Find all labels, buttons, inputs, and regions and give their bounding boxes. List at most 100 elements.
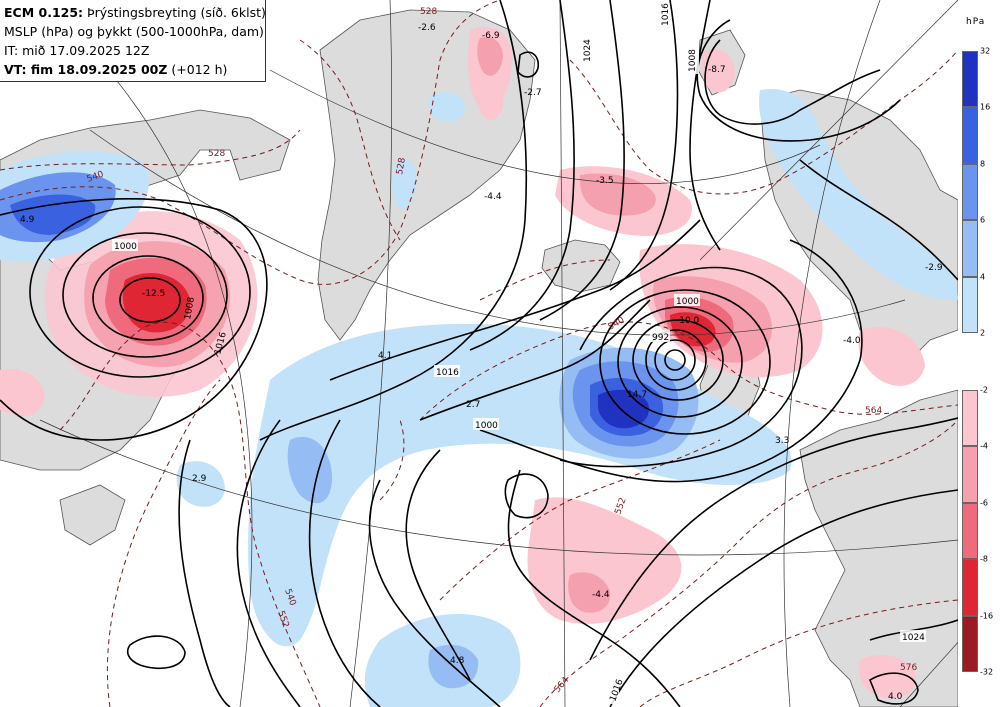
title-line: ECM 0.125: Þrýstingsbreyting (síð. 6klst… bbox=[4, 3, 266, 22]
change-label: 4.9 bbox=[20, 215, 35, 225]
colorbar-rise-segment bbox=[962, 163, 978, 221]
land-newfoundland bbox=[59, 484, 126, 546]
weather-map: 1000 1016 1000 1000 992 1024 1008 1016 1… bbox=[0, 0, 958, 707]
colorbar-rise-tick-label: 32 bbox=[980, 46, 991, 56]
thickness-label: 564 bbox=[865, 406, 882, 416]
colorbar-fall-segment bbox=[962, 502, 978, 560]
rise-zone-greenland-1 bbox=[428, 92, 465, 122]
pressure-change-shading bbox=[0, 27, 958, 707]
colorbar-rise-segment bbox=[962, 220, 978, 277]
isobar-labrador-low-2 bbox=[92, 255, 204, 341]
isobar-scandi bbox=[799, 159, 958, 281]
isobar-label: 1000 bbox=[114, 242, 137, 252]
change-label: 4.0 bbox=[888, 692, 903, 702]
isobar-small-closed bbox=[126, 635, 186, 669]
isobar-labels: 1000 1016 1000 1000 992 1024 1008 1016 1… bbox=[112, 3, 926, 704]
isobar-greenland-5 bbox=[689, 0, 721, 251]
thickness-label: 528 bbox=[420, 7, 437, 17]
isobar-labrador-outer bbox=[0, 198, 268, 441]
colorbar-fall-tick-label: -4 bbox=[980, 441, 988, 451]
isobar-labrador-low-4 bbox=[29, 206, 251, 378]
isobar-norsea-low-2 bbox=[654, 339, 696, 381]
isobar-label: 1024 bbox=[902, 633, 925, 643]
isobar-south-2 bbox=[368, 479, 501, 707]
isobar-south-3 bbox=[405, 449, 471, 681]
rise-zone-mid-1 bbox=[287, 436, 333, 504]
change-label: 4.8 bbox=[450, 656, 465, 666]
isobar-south-4 bbox=[589, 417, 958, 661]
colorbar-rise-segment bbox=[962, 51, 978, 108]
isobar-greenland-3 bbox=[539, 0, 625, 321]
isobar-1016-mid bbox=[329, 219, 701, 381]
isobar-south-1 bbox=[507, 469, 681, 707]
colorbar-fall-tick-label: -16 bbox=[980, 611, 994, 621]
isobar-label: 1000 bbox=[676, 297, 699, 307]
change-label: -12.5 bbox=[142, 289, 165, 299]
valid-time: VT: fim 18.09.2025 00Z bbox=[4, 62, 168, 77]
colorbar-fall-tick-label: -2 bbox=[980, 385, 988, 395]
change-label: 2.9 bbox=[192, 474, 207, 484]
isobar-norsea-outer-1 bbox=[559, 266, 803, 468]
isobar-norsea-low-3 bbox=[645, 329, 707, 391]
fall-zone-greenland-center bbox=[477, 78, 504, 121]
colorbar-rise-tick-label: 6 bbox=[980, 215, 986, 225]
isobar-label: 1024 bbox=[583, 39, 593, 62]
isobar-west-3 bbox=[178, 439, 231, 707]
map-info-box: ECM 0.125: Þrýstingsbreyting (síð. 6klst… bbox=[0, 0, 266, 82]
colorbar-rise-tick-label: 2 bbox=[980, 328, 986, 338]
colorbar-fall-segment bbox=[962, 615, 978, 672]
change-label: 3.3 bbox=[775, 436, 789, 446]
thickness-contours bbox=[0, 0, 958, 707]
isobar-label: 1008 bbox=[688, 49, 698, 72]
forecast-hour: (+012 h) bbox=[171, 62, 228, 77]
change-label: -4.4 bbox=[484, 192, 502, 202]
isobar-greenland-4 bbox=[609, 0, 679, 291]
fall-zone-south-1 bbox=[527, 497, 682, 624]
model-name: ECM 0.125: bbox=[4, 5, 84, 20]
fields-line: MSLP (hPa) og þykkt (500-1000hPa, dam) bbox=[4, 24, 264, 39]
isobar-norsea-outer-2 bbox=[479, 239, 863, 483]
rise-zone-mid-2 bbox=[176, 461, 225, 507]
isobar-se-closed bbox=[869, 672, 919, 705]
fall-zone-norway-coast bbox=[858, 326, 925, 386]
colorbar-fall-segment bbox=[962, 446, 978, 503]
isobar-1008-mid bbox=[419, 299, 651, 421]
colorbar-rise-tick-label: 8 bbox=[980, 159, 986, 169]
change-label: 14.7 bbox=[627, 390, 647, 400]
thickness-label: 540 bbox=[607, 315, 627, 332]
legend-unit: hPa bbox=[966, 17, 986, 27]
isobar-greenland-2 bbox=[469, 0, 575, 351]
fall-zone-labrador-4 bbox=[122, 272, 191, 333]
graticule bbox=[39, 0, 958, 707]
land-iceland bbox=[541, 239, 621, 293]
isobar-label: 992 bbox=[652, 333, 669, 343]
fall-zone-south-2 bbox=[568, 572, 611, 613]
thickness-label: 528 bbox=[395, 157, 408, 176]
change-label: -6.9 bbox=[482, 31, 500, 41]
change-label: -3.5 bbox=[596, 176, 614, 186]
valid-time-line: VT: fim 18.09.2025 00Z (+012 h) bbox=[4, 60, 265, 79]
isobar-norsea-low-1 bbox=[664, 349, 686, 371]
isobars bbox=[0, 0, 958, 707]
isobar-west-2 bbox=[308, 419, 381, 707]
isobar-norsea-low-4 bbox=[632, 319, 724, 401]
colorbar-fall-segment bbox=[962, 559, 978, 616]
colorbar-rise-segment bbox=[962, 107, 978, 164]
fall-zone-svalbard bbox=[701, 48, 735, 93]
isobar-norsea-low-5 bbox=[617, 306, 743, 418]
isobar-norsea-low-6 bbox=[599, 289, 771, 435]
change-label: -2.9 bbox=[925, 263, 943, 273]
change-label: -10.0 bbox=[676, 316, 700, 326]
change-label: 2.7 bbox=[466, 400, 480, 410]
thickness-label: 552 bbox=[613, 496, 628, 516]
thickness-label: 564 bbox=[553, 675, 572, 695]
isobar-labrador-low-1 bbox=[119, 277, 181, 323]
colorbar-rise-tick-label: 4 bbox=[980, 272, 986, 282]
colorbar-rise-tick-label: 16 bbox=[980, 102, 991, 112]
colorbar-fall-tick-label: -32 bbox=[980, 667, 994, 677]
change-label: -2.6 bbox=[418, 23, 436, 33]
thickness-label: 576 bbox=[900, 663, 917, 673]
rise-zone-atlantic-5 bbox=[598, 389, 649, 429]
colorbar-fall-tick-label: -8 bbox=[980, 554, 988, 564]
isobar-greenland-small bbox=[517, 51, 540, 78]
